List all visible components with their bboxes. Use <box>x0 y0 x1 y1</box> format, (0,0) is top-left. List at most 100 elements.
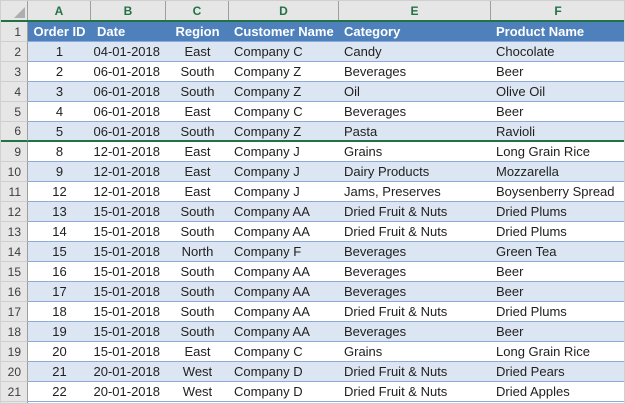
row-number[interactable]: 20 <box>1 362 28 382</box>
cell-order-id[interactable]: 14 <box>28 222 91 242</box>
cell-order-id[interactable]: 5 <box>28 122 91 142</box>
cell-date[interactable]: 06-01-2018 <box>91 102 166 122</box>
cell-category[interactable]: Dried Fruit & Nuts <box>339 202 491 222</box>
column-header-b[interactable]: B <box>91 1 166 20</box>
header-cell-category[interactable]: Category <box>339 22 491 42</box>
cell-product-name[interactable]: Green Tea <box>491 242 624 262</box>
cell-date[interactable]: 15-01-2018 <box>91 282 166 302</box>
row-number[interactable]: 15 <box>1 262 28 282</box>
column-header-c[interactable]: C <box>166 1 229 20</box>
cell-customer-name[interactable]: Company Z <box>229 122 339 142</box>
cell-category[interactable]: Beverages <box>339 282 491 302</box>
cell-date[interactable]: 06-01-2018 <box>91 122 166 142</box>
cell-order-id[interactable]: 4 <box>28 102 91 122</box>
cell-category[interactable]: Beverages <box>339 102 491 122</box>
row-number[interactable]: 16 <box>1 282 28 302</box>
cell-customer-name[interactable]: Company J <box>229 162 339 182</box>
cell-product-name[interactable]: Beer <box>491 322 624 342</box>
row-number[interactable]: 1 <box>1 22 28 42</box>
cell-date[interactable]: 15-01-2018 <box>91 342 166 362</box>
cell-customer-name[interactable]: Company J <box>229 182 339 202</box>
cell-date[interactable]: 15-01-2018 <box>91 262 166 282</box>
row-number[interactable]: 12 <box>1 202 28 222</box>
header-cell-date[interactable]: Date <box>91 22 166 42</box>
cell-customer-name[interactable]: Company AA <box>229 202 339 222</box>
cell-product-name[interactable]: Dried Pears <box>491 362 624 382</box>
cell-category[interactable]: Beverages <box>339 262 491 282</box>
cell-customer-name[interactable]: Company D <box>229 382 339 402</box>
row-number[interactable]: 11 <box>1 182 28 202</box>
cell-order-id[interactable]: 15 <box>28 242 91 262</box>
cell-region[interactable]: South <box>166 122 229 142</box>
cell-product-name[interactable]: Ravioli <box>491 122 624 142</box>
cell-order-id[interactable]: 8 <box>28 142 91 162</box>
cell-order-id[interactable]: 9 <box>28 162 91 182</box>
cell-category[interactable]: Dried Fruit & Nuts <box>339 382 491 402</box>
cell-region[interactable]: South <box>166 262 229 282</box>
cell-date[interactable]: 20-01-2018 <box>91 382 166 402</box>
row-number[interactable]: 14 <box>1 242 28 262</box>
cell-region[interactable]: North <box>166 242 229 262</box>
cell-category[interactable]: Beverages <box>339 242 491 262</box>
cell-date[interactable]: 12-01-2018 <box>91 142 166 162</box>
cell-date[interactable]: 15-01-2018 <box>91 322 166 342</box>
header-cell-product-name[interactable]: Product Name <box>491 22 624 42</box>
cell-order-id[interactable]: 1 <box>28 42 91 62</box>
cell-date[interactable]: 12-01-2018 <box>91 182 166 202</box>
column-header-a[interactable]: A <box>28 1 91 20</box>
cell-region[interactable]: East <box>166 142 229 162</box>
cell-date[interactable]: 12-01-2018 <box>91 162 166 182</box>
cell-product-name[interactable]: Olive Oil <box>491 82 624 102</box>
cell-customer-name[interactable]: Company AA <box>229 282 339 302</box>
cell-date[interactable]: 15-01-2018 <box>91 242 166 262</box>
cell-product-name[interactable]: Beer <box>491 282 624 302</box>
row-number[interactable]: 18 <box>1 322 28 342</box>
cell-customer-name[interactable]: Company AA <box>229 222 339 242</box>
cell-customer-name[interactable]: Company D <box>229 362 339 382</box>
cell-order-id[interactable]: 2 <box>28 62 91 82</box>
header-cell-region[interactable]: Region <box>166 22 229 42</box>
row-number[interactable]: 9 <box>1 142 28 162</box>
cell-product-name[interactable]: Chocolate <box>491 42 624 62</box>
cell-product-name[interactable]: Long Grain Rice <box>491 342 624 362</box>
cell-customer-name[interactable]: Company C <box>229 102 339 122</box>
cell-category[interactable]: Candy <box>339 42 491 62</box>
cell-category[interactable]: Oil <box>339 82 491 102</box>
cell-product-name[interactable]: Dried Plums <box>491 302 624 322</box>
cell-region[interactable]: South <box>166 222 229 242</box>
select-all-corner[interactable] <box>1 1 28 20</box>
row-number[interactable]: 5 <box>1 102 28 122</box>
cell-category[interactable]: Jams, Preserves <box>339 182 491 202</box>
column-header-f[interactable]: F <box>491 1 624 20</box>
cell-category[interactable]: Dairy Products <box>339 162 491 182</box>
cell-order-id[interactable]: 12 <box>28 182 91 202</box>
column-header-d[interactable]: D <box>229 1 339 20</box>
cell-customer-name[interactable]: Company F <box>229 242 339 262</box>
cell-region[interactable]: South <box>166 322 229 342</box>
cell-customer-name[interactable]: Company C <box>229 342 339 362</box>
cell-region[interactable]: South <box>166 202 229 222</box>
cell-category[interactable]: Dried Fruit & Nuts <box>339 362 491 382</box>
row-number[interactable]: 3 <box>1 62 28 82</box>
cell-region[interactable]: West <box>166 362 229 382</box>
cell-region[interactable]: East <box>166 182 229 202</box>
cell-category[interactable]: Dried Fruit & Nuts <box>339 222 491 242</box>
cell-product-name[interactable]: Beer <box>491 262 624 282</box>
cell-order-id[interactable]: 3 <box>28 82 91 102</box>
cell-product-name[interactable]: Boysenberry Spread <box>491 182 624 202</box>
cell-date[interactable]: 04-01-2018 <box>91 42 166 62</box>
header-cell-order-id[interactable]: Order ID <box>28 22 91 42</box>
cell-region[interactable]: West <box>166 382 229 402</box>
cell-order-id[interactable]: 16 <box>28 262 91 282</box>
row-number[interactable]: 2 <box>1 42 28 62</box>
row-number[interactable]: 19 <box>1 342 28 362</box>
cell-category[interactable]: Dried Fruit & Nuts <box>339 302 491 322</box>
cell-product-name[interactable]: Mozzarella <box>491 162 624 182</box>
cell-order-id[interactable]: 13 <box>28 202 91 222</box>
cell-region[interactable]: South <box>166 82 229 102</box>
cell-region[interactable]: East <box>166 162 229 182</box>
cell-date[interactable]: 15-01-2018 <box>91 202 166 222</box>
cell-product-name[interactable]: Beer <box>491 62 624 82</box>
cell-region[interactable]: East <box>166 342 229 362</box>
cell-customer-name[interactable]: Company J <box>229 142 339 162</box>
